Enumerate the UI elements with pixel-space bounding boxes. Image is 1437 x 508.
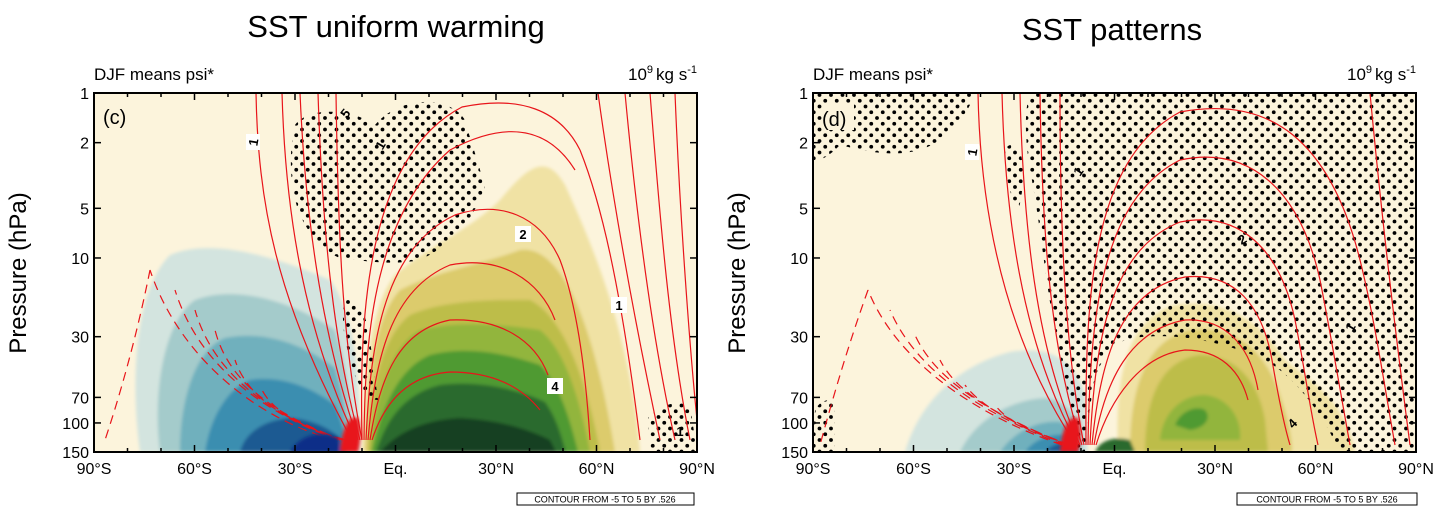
x-tick-label: 60°N (579, 461, 615, 478)
x-tick-label: 30°S (278, 461, 313, 478)
y-tick-label: 150 (62, 445, 89, 462)
y-tick-label: 2 (80, 136, 89, 153)
panel-label-box (822, 104, 854, 130)
panel-title: SST uniform warming (247, 9, 544, 44)
contour-note: CONTOUR FROM -5 TO 5 BY .526 (1256, 495, 1397, 505)
x-tick-label: 90°S (796, 461, 831, 478)
panel-label: (d) (822, 109, 846, 131)
contour-label: 1 (964, 147, 980, 157)
y-tick-label: 2 (799, 136, 808, 153)
x-tick-label: 90°N (1398, 461, 1434, 478)
y-tick-label: 1 (799, 86, 808, 103)
contour-label: 1 (676, 424, 683, 439)
contour-label: 2 (519, 227, 526, 242)
tick-group: 90°S 60°S 30°S Eq. 30°N 60°N 90°N 1 2 5 10 30 70 100 1… (781, 86, 1434, 478)
y-tick-label: 10 (790, 251, 808, 268)
x-tick-label: 30°S (997, 461, 1032, 478)
contour-note-box (1236, 492, 1418, 506)
y-tick-label: 5 (799, 201, 808, 218)
x-tick-label: 30°N (478, 461, 514, 478)
y-tick-label: 5 (80, 201, 89, 218)
x-tick-label: 60°N (1298, 461, 1334, 478)
y-tick-label: 70 (790, 390, 808, 407)
y-tick-label: 30 (790, 330, 808, 347)
x-tick-label: 30°N (1197, 461, 1233, 478)
shading-layer: 1 2 1 4 1 5 1 (104, 93, 697, 452)
x-tick-label: 60°S (177, 461, 212, 478)
panel-subtitle: DJF means psi* (94, 65, 214, 84)
contour-label-box (965, 144, 979, 160)
y-tick-label: 30 (71, 330, 89, 347)
panel-label-box (104, 103, 134, 129)
y-tick-label: 70 (71, 390, 89, 407)
panel-d: SST patterns DJF means psi* 109 kg s-1 (724, 12, 1434, 506)
panel-title: SST patterns (1022, 12, 1202, 47)
panel-c: SST uniform warming DJF means psi* 109 kg… (5, 9, 715, 506)
shading-layer: 1 2 1 4 1 (813, 93, 1416, 452)
y-tick-label: 1 (80, 86, 89, 103)
x-tick-label: 60°S (896, 461, 931, 478)
y-tick-label: 100 (781, 416, 808, 433)
y-tick-label: 100 (62, 416, 89, 433)
x-tick-label: 90°N (679, 461, 715, 478)
panel-label: (c) (103, 107, 126, 129)
contour-label-box (246, 134, 260, 150)
contour-label-box (611, 297, 627, 313)
y-axis-label: Pressure (hPa) (5, 192, 32, 353)
x-tick-label: Eq. (383, 461, 407, 478)
contour-note-box (516, 492, 695, 506)
tick-group: 90°S 60°S 30°S Eq. 30°N 60°N 90°N 1 2 5 10 30 70 100 1… (62, 86, 715, 478)
x-tick-label: 90°S (77, 461, 112, 478)
contour-label: 1 (615, 298, 622, 313)
y-tick-label: 10 (71, 251, 89, 268)
contour-label: 4 (551, 379, 559, 394)
contour-lines (104, 93, 697, 441)
contour-label-box (515, 226, 531, 242)
unit-label: 109 kg s-1 (1347, 64, 1416, 84)
contour-label: 1 (245, 137, 261, 147)
y-tick-label: 150 (781, 445, 808, 462)
contour-lines (819, 93, 1411, 446)
unit-label: 109 kg s-1 (628, 64, 697, 84)
y-axis-label: Pressure (hPa) (724, 192, 751, 353)
x-tick-label: Eq. (1102, 461, 1126, 478)
contour-label-box (547, 378, 563, 394)
contour-note: CONTOUR FROM -5 TO 5 BY .526 (534, 495, 675, 505)
panel-subtitle: DJF means psi* (813, 65, 933, 84)
